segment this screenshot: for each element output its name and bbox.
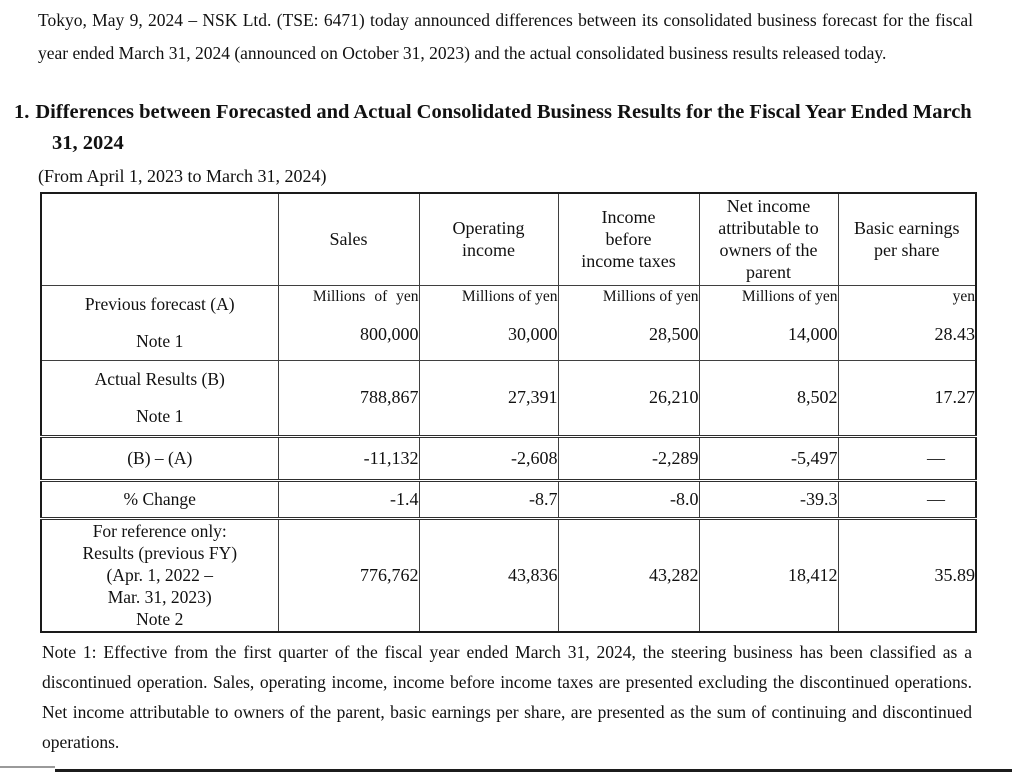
value-cell: -1.4 <box>277 478 420 519</box>
value-cell: Millions of yen 30,000 <box>418 284 559 361</box>
value-cell: Millions of yen 28,500 <box>557 284 700 361</box>
table-header-row: Sales Operating income Income before inc… <box>40 192 977 286</box>
unit-label: Millions of yen <box>602 287 699 305</box>
value-cell: -8.0 <box>557 478 700 519</box>
value-cell: 788,867 <box>277 359 420 437</box>
unit-label: Millions of yen <box>741 287 838 305</box>
value-cell: -11,132 <box>277 434 420 481</box>
row-label: For reference only: Results (previous FY… <box>40 516 279 633</box>
cell-value: 28,500 <box>649 323 699 344</box>
value-cell: 27,391 <box>418 359 559 437</box>
value-cell: 43,282 <box>557 516 700 633</box>
table-row-percent-change: % Change -1.4 -8.7 -8.0 -39.3 — <box>40 478 977 519</box>
value-cell: -2,608 <box>418 434 559 481</box>
unit-label: Millions of yen <box>461 287 558 305</box>
value-cell: — <box>837 434 977 481</box>
column-header-income-before-taxes: Income before income taxes <box>557 192 700 286</box>
column-header-empty <box>40 192 279 286</box>
page-edge-rule-left <box>0 766 55 768</box>
table-row-previous-forecast: Previous forecast (A) Note 1 Millions of… <box>40 284 977 361</box>
cell-value: 14,000 <box>788 323 838 344</box>
value-cell: yen 28.43 <box>837 284 977 361</box>
results-table: Sales Operating income Income before inc… <box>40 192 977 633</box>
intro-paragraph: Tokyo, May 9, 2024 – NSK Ltd. (TSE: 6471… <box>38 10 973 63</box>
section-number: 1. <box>14 101 30 123</box>
column-header-basic-eps: Basic earnings per share <box>837 192 977 286</box>
row-label: Actual Results (B) Note 1 <box>40 359 279 437</box>
column-header-net-income: Net income attributable to owners of the… <box>698 192 839 286</box>
value-cell: Millions of yen 14,000 <box>698 284 839 361</box>
unit-label: Millions of yen <box>312 287 419 305</box>
value-cell: 26,210 <box>557 359 700 437</box>
row-label: Previous forecast (A) Note 1 <box>40 284 279 361</box>
note1-paragraph: Note 1: Effective from the first quarter… <box>42 641 972 752</box>
cell-value: 28.43 <box>934 323 976 344</box>
value-cell: -5,497 <box>698 434 839 481</box>
value-cell: Millions of yen 800,000 <box>277 284 420 361</box>
value-cell: -39.3 <box>698 478 839 519</box>
value-cell: -2,289 <box>557 434 700 481</box>
value-cell: 8,502 <box>698 359 839 437</box>
row-label: % Change <box>40 478 279 519</box>
unit-label: yen <box>952 287 975 305</box>
row-label: (B) – (A) <box>40 434 279 481</box>
page-bottom-rule <box>55 769 1012 772</box>
value-cell: -8.7 <box>418 478 559 519</box>
column-header-operating-income: Operating income <box>418 192 559 286</box>
section-heading: 1. Differences between Forecasted and Act… <box>14 97 972 159</box>
value-cell: 18,412 <box>698 516 839 633</box>
column-header-sales: Sales <box>277 192 420 286</box>
value-cell: 35.89 <box>837 516 977 633</box>
table-row-reference-previous-fy: For reference only: Results (previous FY… <box>40 516 977 633</box>
cell-value: 30,000 <box>508 323 558 344</box>
cell-value: 800,000 <box>360 323 419 344</box>
section-period: (From April 1, 2023 to March 31, 2024) <box>38 166 327 186</box>
value-cell: 17.27 <box>837 359 977 437</box>
table-row-actual-results: Actual Results (B) Note 1 788,867 27,391… <box>40 359 977 437</box>
value-cell: 43,836 <box>418 516 559 633</box>
value-cell: — <box>837 478 977 519</box>
value-cell: 776,762 <box>277 516 420 633</box>
section-title: Differences between Forecasted and Actua… <box>35 101 972 154</box>
table-row-difference: (B) – (A) -11,132 -2,608 -2,289 -5,497 — <box>40 434 977 481</box>
